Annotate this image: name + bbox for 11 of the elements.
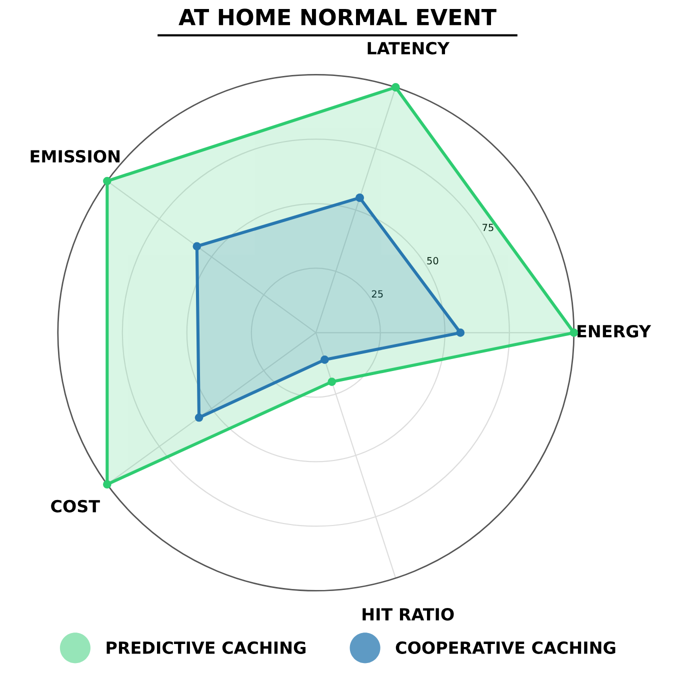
y-tick-label: 75 — [482, 224, 494, 232]
legend-label: COOPERATIVE CACHING — [396, 641, 616, 654]
spoke-label: LATENCY — [368, 42, 450, 55]
legend-label: PREDICTIVE CACHING — [106, 641, 306, 654]
spoke-label: ENERGY — [578, 324, 652, 338]
y-tick-label: 50 — [427, 257, 438, 264]
chart-title: AT HOME NORMAL EVENT — [178, 8, 496, 26]
spoke-label: COST — [51, 500, 100, 512]
spoke-label: EMISSION — [30, 150, 120, 163]
spoke-label: HIT RATIO — [362, 608, 454, 621]
y-tick-label: 25 — [372, 290, 383, 298]
